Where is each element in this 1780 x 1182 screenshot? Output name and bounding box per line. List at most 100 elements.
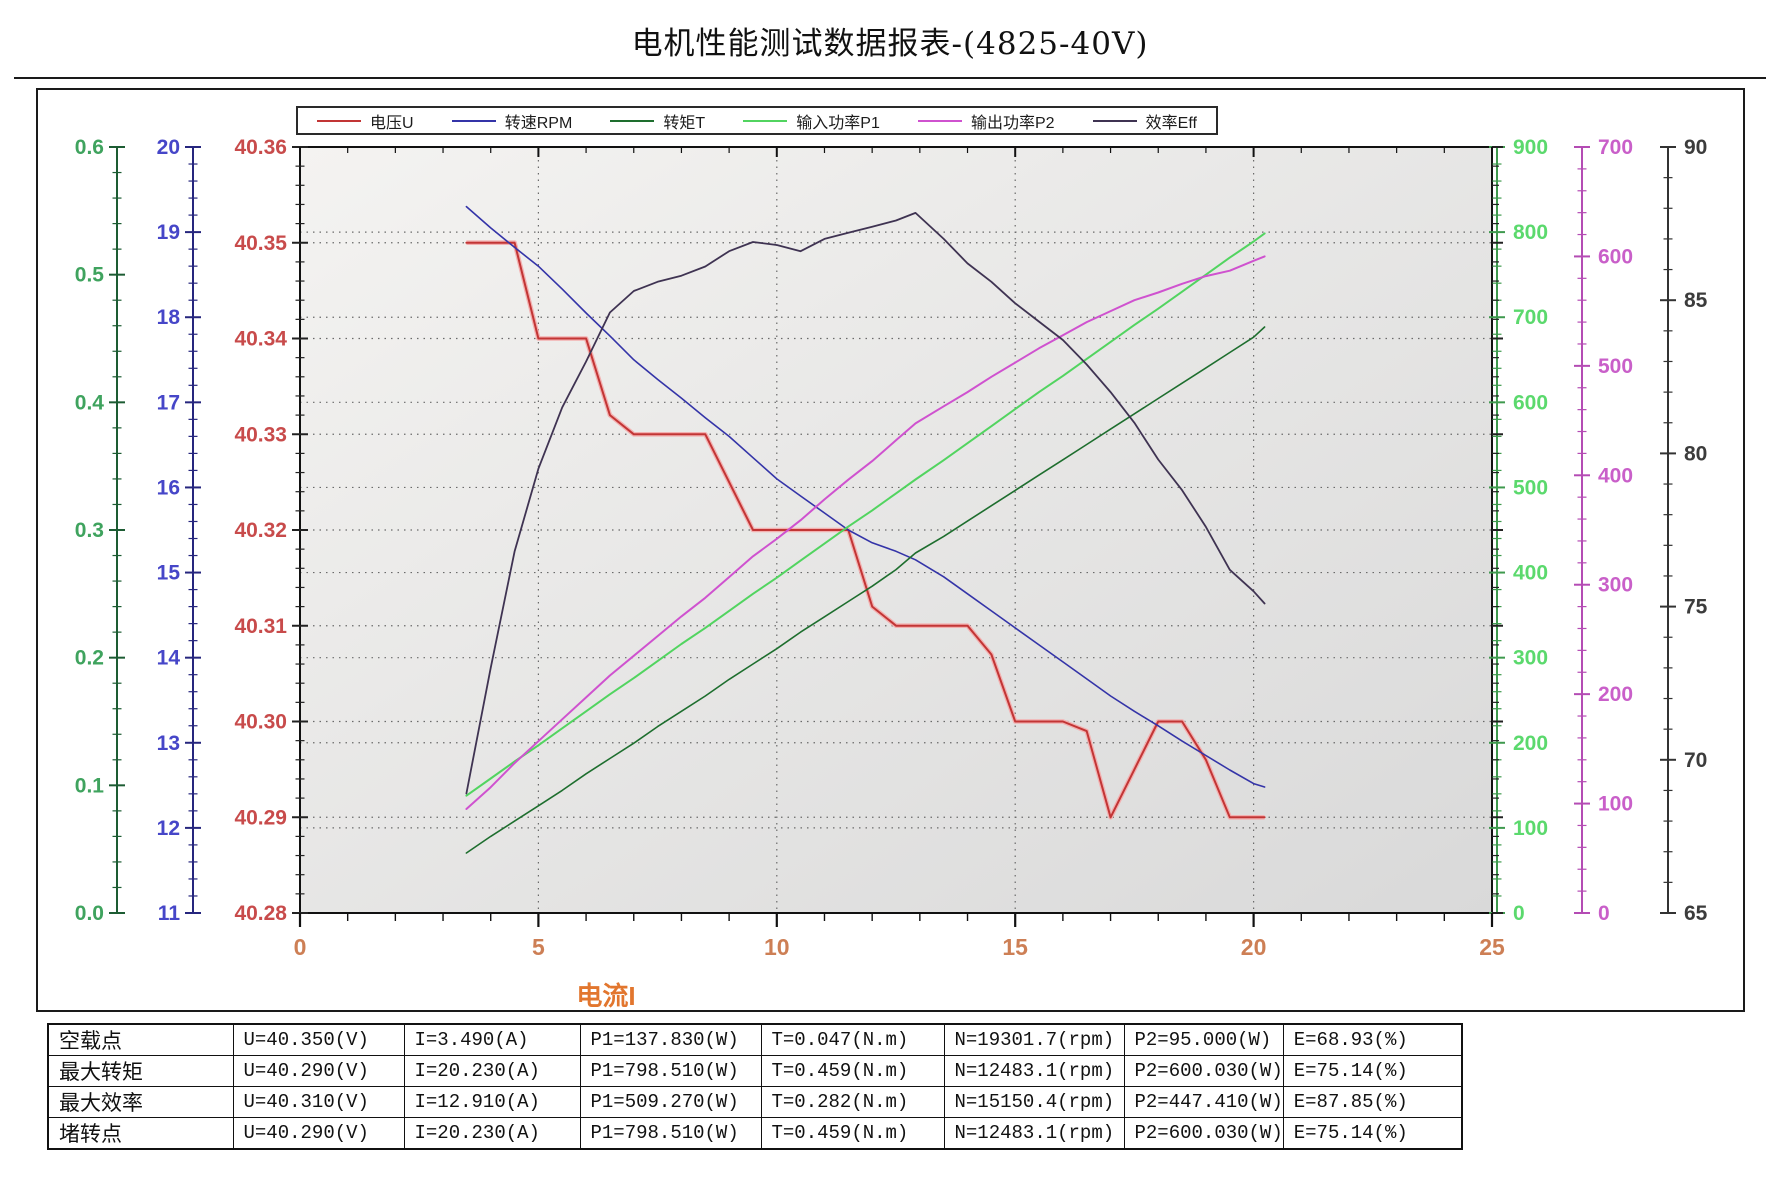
row-value: P2=95.000(W) <box>1123 1023 1284 1056</box>
legend-label: 转速RPM <box>504 114 573 132</box>
axis-label-P2: 300 <box>1598 574 1633 597</box>
row-value: P1=509.270(W) <box>579 1086 762 1118</box>
axis-label-Eff: 80 <box>1684 442 1707 465</box>
row-value: T=0.459(N.m) <box>760 1117 945 1150</box>
axis-label-RPM: 17 <box>157 391 180 414</box>
axis-label-Eff: 85 <box>1684 289 1708 312</box>
axis-label-RPM: 20 <box>157 136 180 159</box>
row-value: N=12483.1(rpm) <box>943 1117 1125 1150</box>
axis-label-U: 40.34 <box>234 328 287 351</box>
axis-label-RPM: 19 <box>157 221 180 244</box>
axis-label-U: 40.32 <box>234 519 287 542</box>
axis-label-T: 0.1 <box>75 774 105 797</box>
legend-line-icon <box>451 119 496 122</box>
row-value: I=20.230(A) <box>403 1055 581 1087</box>
report-title: 电机性能测试数据报表-(4825-40V) <box>631 26 1149 62</box>
row-value: I=20.230(A) <box>403 1117 581 1150</box>
axis-label-T: 0.0 <box>75 902 104 925</box>
axis-label-P1: 100 <box>1513 817 1548 840</box>
legend-line-icon <box>743 119 788 122</box>
row-value: I=3.490(A) <box>403 1023 581 1056</box>
row-value: N=15150.4(rpm) <box>943 1086 1125 1118</box>
axis-label-T: 0.3 <box>75 519 104 542</box>
row-value: T=0.459(N.m) <box>760 1055 945 1087</box>
row-value: U=40.290(V) <box>232 1055 405 1087</box>
legend-label: 转矩T <box>663 114 706 132</box>
x-tick-label: 0 <box>294 934 307 960</box>
row-value: E=75.14(%) <box>1282 1055 1463 1087</box>
row-value: T=0.047(N.m) <box>760 1023 945 1056</box>
row-value: P2=600.030(W) <box>1123 1055 1284 1087</box>
axis-label-RPM: 11 <box>158 902 181 925</box>
axis-label-P1: 500 <box>1513 476 1548 499</box>
axis-label-Eff: 70 <box>1684 749 1707 772</box>
axis-label-U: 40.31 <box>234 615 287 638</box>
axis-label-P2: 200 <box>1598 683 1633 706</box>
row-value: U=40.290(V) <box>232 1117 405 1150</box>
axis-label-P2: 500 <box>1598 355 1633 378</box>
row-value: P1=798.510(W) <box>579 1117 762 1150</box>
row-label: 最大转矩 <box>47 1055 234 1087</box>
row-value: P2=600.030(W) <box>1123 1117 1284 1150</box>
row-value: P1=798.510(W) <box>579 1055 762 1087</box>
axis-label-Eff: 75 <box>1684 596 1708 619</box>
axis-label-T: 0.5 <box>75 264 105 287</box>
axis-label-P2: 700 <box>1598 136 1633 159</box>
row-value: P2=447.410(W) <box>1123 1086 1284 1118</box>
legend-line-icon <box>317 119 362 122</box>
axis-label-P1: 200 <box>1513 732 1548 755</box>
axis-label-P1: 0 <box>1513 902 1525 925</box>
x-tick-label: 15 <box>1002 934 1028 960</box>
legend-item-5: 输出功率P2 <box>917 109 1055 133</box>
row-value: E=87.85(%) <box>1282 1086 1463 1118</box>
axis-label-P2: 400 <box>1598 464 1633 487</box>
axis-label-RPM: 12 <box>157 817 180 840</box>
row-value: T=0.282(N.m) <box>760 1086 945 1118</box>
summary-table: 空载点 U=40.350(V) I=3.490(A) P1=137.830(W) T=0… <box>47 1023 1464 1150</box>
axis-label-T: 0.2 <box>75 647 104 670</box>
axis-label-P1: 700 <box>1513 306 1548 329</box>
row-value: N=19301.7(rpm) <box>943 1023 1125 1056</box>
axis-label-U: 40.36 <box>234 136 287 159</box>
legend-label: 效率Eff <box>1145 114 1197 132</box>
curve-P1 <box>465 232 1266 797</box>
legend-item-1: 电压U <box>317 109 414 133</box>
axis-label-Eff: 90 <box>1684 136 1707 159</box>
row-value: E=75.14(%) <box>1282 1117 1463 1150</box>
axis-label-U: 40.28 <box>234 902 287 925</box>
row-label: 最大效率 <box>47 1086 234 1118</box>
axis-label-RPM: 14 <box>157 647 181 670</box>
x-tick-label: 5 <box>532 934 545 960</box>
legend-label: 输入功率P1 <box>796 114 880 132</box>
curve-U <box>465 241 1266 819</box>
legend-label: 电压U <box>370 114 414 132</box>
curve-P2 <box>465 255 1266 810</box>
plot-background <box>300 147 1492 913</box>
axis-label-P1: 900 <box>1513 136 1548 159</box>
axis-label-P2: 600 <box>1598 245 1633 268</box>
axis-label-P1: 300 <box>1513 647 1548 670</box>
axis-label-P1: 400 <box>1513 562 1548 585</box>
row-value: U=40.310(V) <box>232 1086 405 1118</box>
axis-label-P2: 0 <box>1598 902 1610 925</box>
axis-label-T: 0.4 <box>75 391 105 414</box>
axis-label-P1: 800 <box>1513 221 1548 244</box>
axis-label-U: 40.35 <box>234 232 287 255</box>
axis-label-U: 40.30 <box>234 711 287 734</box>
x-tick-label: 10 <box>764 934 790 960</box>
row-value: U=40.350(V) <box>232 1023 405 1056</box>
chart-legend: 电压U 转速RPM 转矩T 输入功率P1 输出功率P2 效率Eff <box>296 106 1218 135</box>
axis-label-U: 40.33 <box>234 423 287 446</box>
row-value: P1=137.830(W) <box>579 1023 762 1056</box>
axis-label-Eff: 65 <box>1684 902 1708 925</box>
x-axis-title: 电流I <box>576 981 635 1011</box>
axis-label-RPM: 18 <box>157 306 181 329</box>
curve-Eff <box>465 211 1266 795</box>
row-value: N=12483.1(rpm) <box>943 1055 1125 1087</box>
axis-label-P1: 600 <box>1513 391 1548 414</box>
legend-item-3: 转矩T <box>610 109 705 133</box>
row-value: E=68.93(%) <box>1282 1023 1463 1056</box>
x-tick-label: 20 <box>1241 934 1267 960</box>
